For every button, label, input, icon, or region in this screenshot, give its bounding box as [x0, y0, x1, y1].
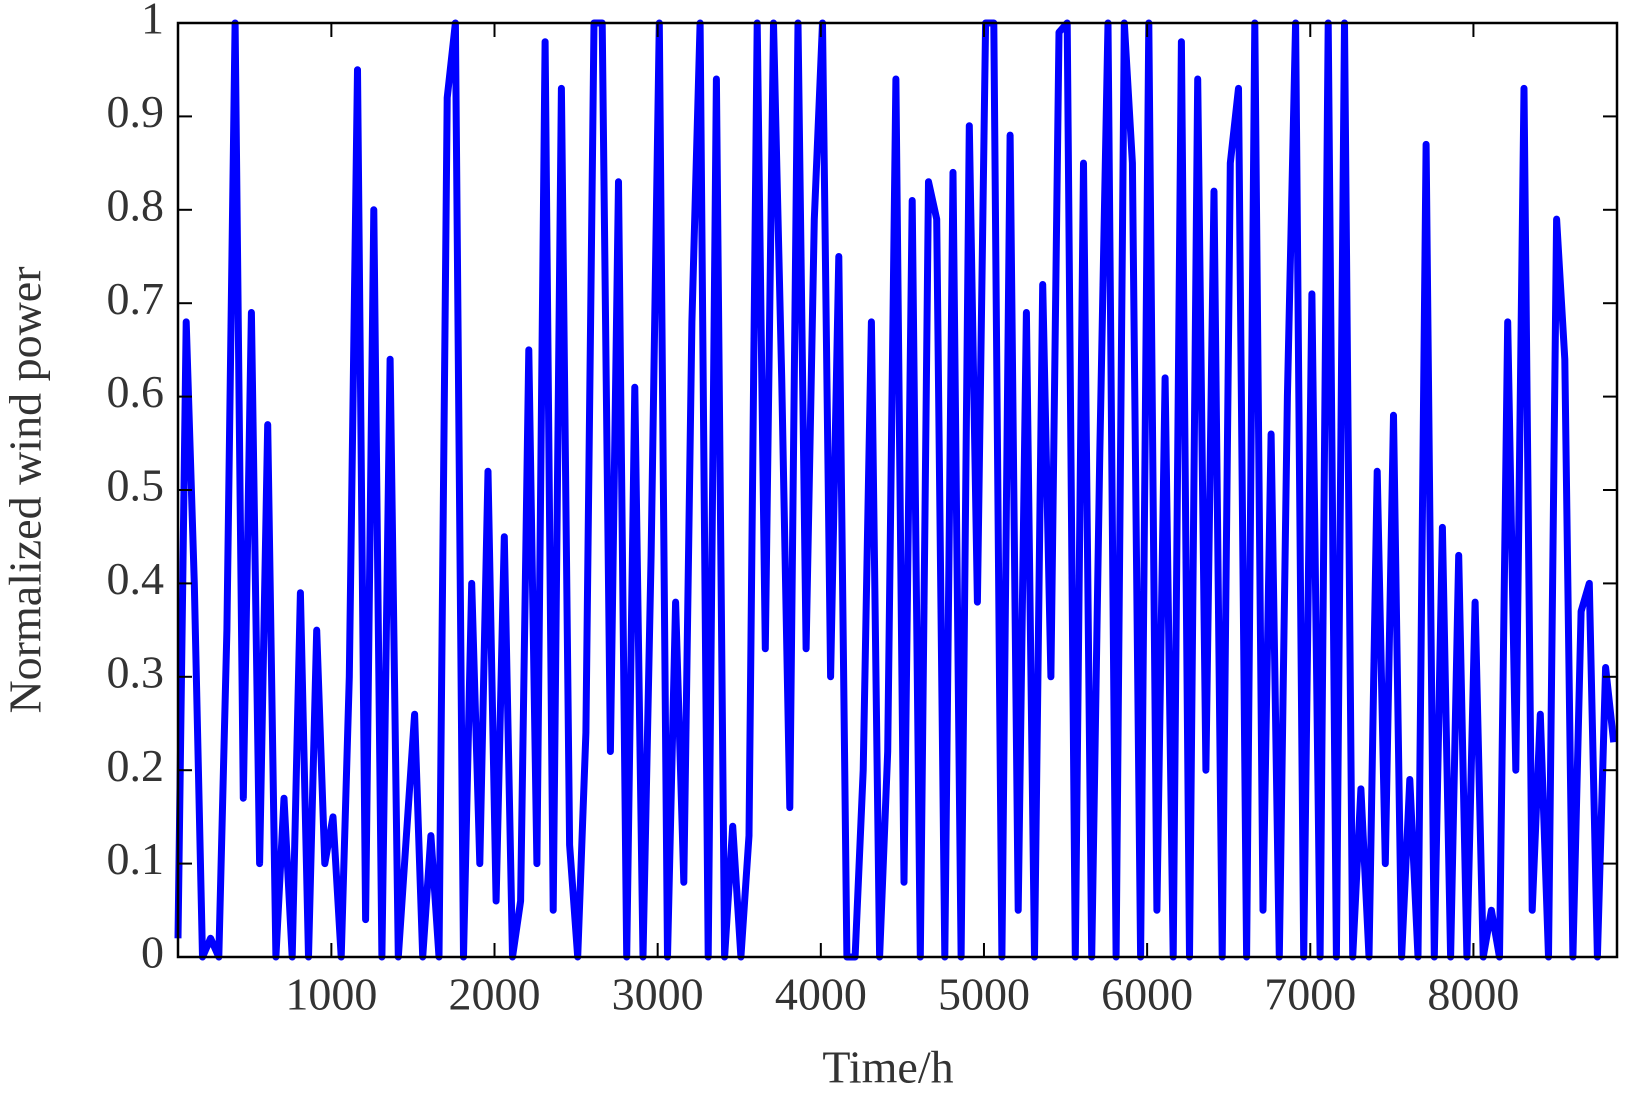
x-tick-label: 8000 — [1427, 969, 1519, 1020]
y-axis-label: Normalized wind power — [0, 266, 51, 713]
x-tick-label: 2000 — [449, 969, 541, 1020]
x-tick-label: 7000 — [1264, 969, 1356, 1020]
y-tick-label: 0.9 — [107, 86, 165, 137]
y-tick-label: 0.8 — [107, 179, 165, 230]
data-line — [174, 19, 1618, 961]
y-tick-label: 0.2 — [107, 740, 165, 791]
y-tick-label: 1 — [141, 0, 164, 44]
y-tick-label: 0.1 — [107, 833, 165, 884]
y-tick-label: 0.4 — [107, 553, 165, 604]
y-tick-label: 0 — [141, 927, 164, 978]
y-tick-label: 0.6 — [107, 366, 165, 417]
y-tick-label: 0.3 — [107, 646, 165, 697]
x-tick-label: 5000 — [938, 969, 1030, 1020]
y-tick-label: 0.5 — [107, 460, 165, 511]
x-tick-label: 6000 — [1101, 969, 1193, 1020]
y-tick-label: 0.7 — [107, 273, 165, 324]
x-axis-label: Time/h — [822, 1042, 953, 1093]
x-tick-label: 3000 — [612, 969, 704, 1020]
x-tick-label: 1000 — [285, 969, 377, 1020]
x-tick-label: 4000 — [775, 969, 867, 1020]
